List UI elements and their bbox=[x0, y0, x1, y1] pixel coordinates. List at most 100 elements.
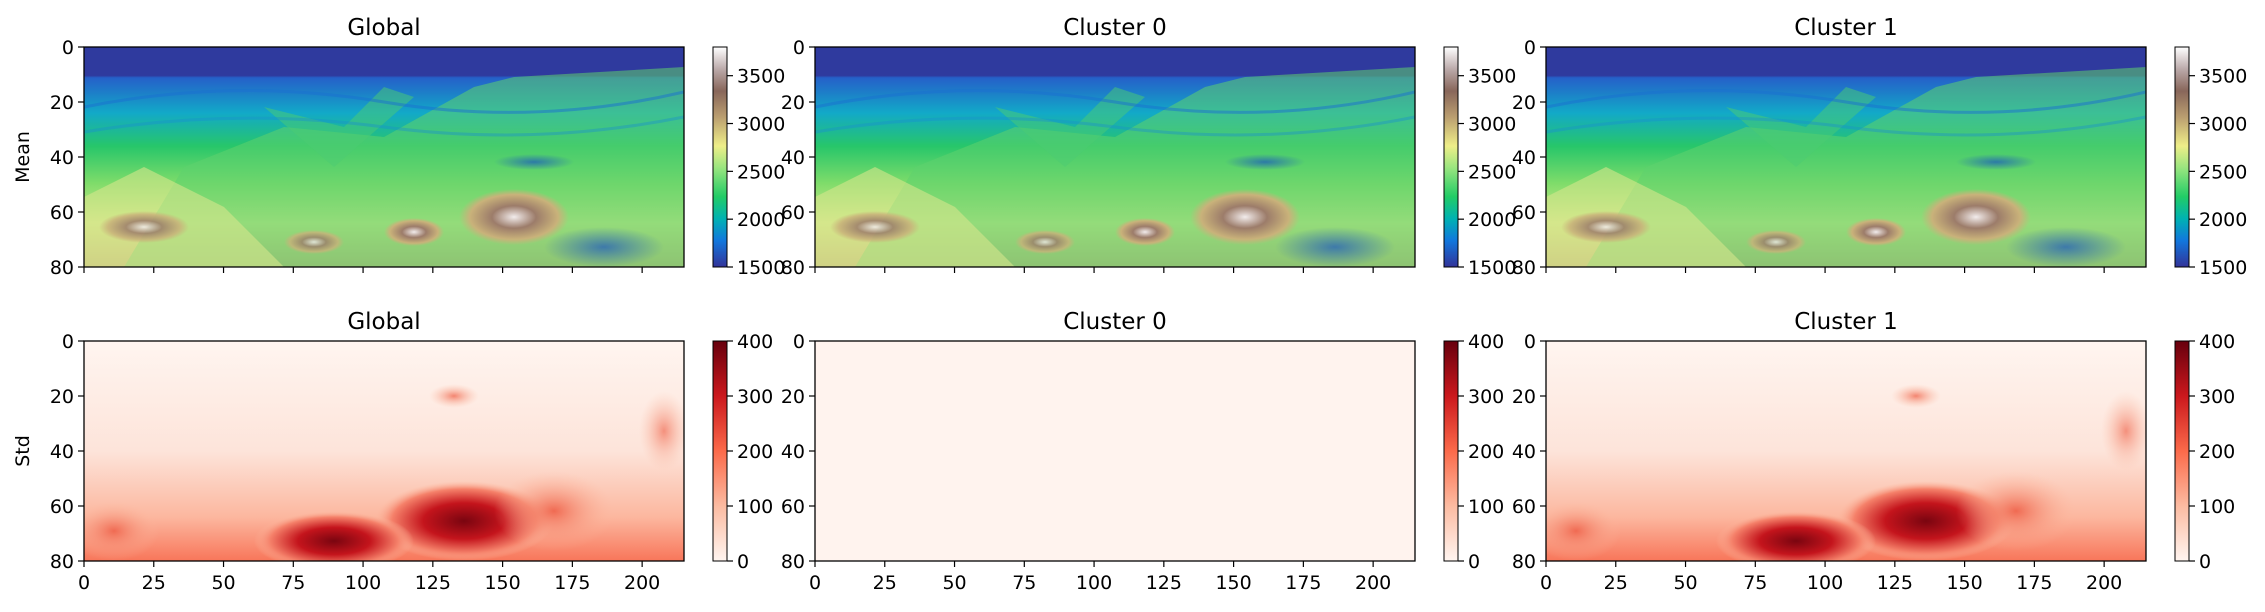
y-tick-label: 0 bbox=[1524, 37, 1536, 59]
colorbar-tick-label: 1500 bbox=[1468, 257, 1516, 279]
x-tick-label: 75 bbox=[1012, 572, 1036, 594]
x-tick-label: 75 bbox=[281, 572, 305, 594]
x-tick-label: 150 bbox=[484, 572, 520, 594]
y-tick-label: 80 bbox=[781, 257, 805, 279]
panel-title: Cluster 0 bbox=[1063, 15, 1167, 41]
x-tick-label: 100 bbox=[1076, 572, 1112, 594]
colorbar-tick-label: 3000 bbox=[2199, 114, 2247, 136]
heatmap-image bbox=[815, 47, 1415, 267]
y-tick-label: 80 bbox=[781, 551, 805, 573]
y-tick-label: 40 bbox=[781, 441, 805, 463]
colorbar-tick-label: 300 bbox=[2199, 386, 2235, 408]
panel-title: Cluster 0 bbox=[1063, 309, 1167, 335]
x-tick-label: 50 bbox=[211, 572, 235, 594]
colorbar-tick-label: 2500 bbox=[1468, 161, 1516, 183]
x-tick-label: 200 bbox=[624, 572, 660, 594]
colorbar bbox=[2174, 46, 2190, 268]
y-tick-label: 0 bbox=[62, 37, 74, 59]
colorbar-tick-label: 200 bbox=[2199, 441, 2235, 463]
y-tick-label: 40 bbox=[50, 441, 74, 463]
x-tick-label: 175 bbox=[1285, 572, 1321, 594]
panel-r0-c2: Cluster 1 0 20 40 60 80 1500 2000 2500 3000 3500 bbox=[1512, 15, 2248, 279]
colorbar-tick-label: 100 bbox=[2199, 496, 2235, 518]
x-tick-label: 50 bbox=[942, 572, 966, 594]
panel-title: Global bbox=[347, 15, 420, 41]
colorbar-tick-label: 0 bbox=[2199, 551, 2211, 573]
colorbar-tick-label: 2000 bbox=[1468, 209, 1516, 231]
y-tick-label: 20 bbox=[781, 92, 805, 114]
heatmap-image bbox=[1546, 47, 2146, 267]
y-tick-label: 20 bbox=[1512, 92, 1536, 114]
heatmap-image bbox=[84, 47, 684, 267]
y-tick-label: 20 bbox=[1512, 386, 1536, 408]
y-tick-label: 60 bbox=[50, 496, 74, 518]
colorbar bbox=[712, 340, 728, 562]
y-tick-label: 0 bbox=[62, 331, 74, 353]
colorbar bbox=[1443, 46, 1459, 268]
x-tick-label: 100 bbox=[1807, 572, 1843, 594]
colorbar-tick-label: 100 bbox=[737, 496, 773, 518]
y-tick-label: 60 bbox=[781, 202, 805, 224]
y-tick-label: 40 bbox=[50, 147, 74, 169]
colorbar-tick-label: 3000 bbox=[737, 114, 785, 136]
colorbar-tick-label: 2000 bbox=[737, 209, 785, 231]
x-tick-label: 0 bbox=[809, 572, 821, 594]
y-tick-label: 60 bbox=[1512, 202, 1536, 224]
heatmap-image bbox=[815, 341, 1415, 561]
colorbar-tick-label: 1500 bbox=[737, 257, 785, 279]
colorbar bbox=[712, 46, 728, 268]
y-tick-label: 0 bbox=[793, 37, 805, 59]
x-tick-label: 0 bbox=[1540, 572, 1552, 594]
x-tick-label: 25 bbox=[142, 572, 166, 594]
y-tick-label: 60 bbox=[781, 496, 805, 518]
y-tick-label: 40 bbox=[781, 147, 805, 169]
row-ylabel: Mean bbox=[12, 131, 34, 183]
y-tick-label: 20 bbox=[781, 386, 805, 408]
x-tick-label: 175 bbox=[554, 572, 590, 594]
y-tick-label: 0 bbox=[793, 331, 805, 353]
y-tick-label: 60 bbox=[50, 202, 74, 224]
colorbar-tick-label: 200 bbox=[737, 441, 773, 463]
colorbar-tick-label: 0 bbox=[737, 551, 749, 573]
panel-title: Cluster 1 bbox=[1794, 309, 1898, 335]
heatmap-image bbox=[1546, 341, 2146, 561]
x-tick-label: 200 bbox=[2086, 572, 2122, 594]
x-tick-label: 125 bbox=[1877, 572, 1913, 594]
y-tick-label: 80 bbox=[1512, 551, 1536, 573]
colorbar-tick-label: 2500 bbox=[737, 161, 785, 183]
x-tick-label: 150 bbox=[1946, 572, 1982, 594]
y-tick-label: 40 bbox=[1512, 147, 1536, 169]
colorbar-tick-label: 2000 bbox=[2199, 209, 2247, 231]
colorbar bbox=[2174, 340, 2190, 562]
x-tick-label: 150 bbox=[1215, 572, 1251, 594]
panel-title: Cluster 1 bbox=[1794, 15, 1898, 41]
colorbar-tick-label: 400 bbox=[2199, 331, 2235, 353]
y-tick-label: 80 bbox=[50, 551, 74, 573]
x-tick-label: 25 bbox=[873, 572, 897, 594]
y-tick-label: 80 bbox=[1512, 257, 1536, 279]
x-tick-label: 125 bbox=[415, 572, 451, 594]
colorbar-tick-label: 3500 bbox=[1468, 66, 1516, 88]
colorbar-tick-label: 3000 bbox=[1468, 114, 1516, 136]
heatmap-image bbox=[84, 341, 684, 561]
panel-r0-c1: Cluster 0 0 20 40 60 80 1500 2000 2500 3000 3500 bbox=[781, 15, 1517, 279]
colorbar bbox=[1443, 340, 1459, 562]
colorbar-tick-label: 2500 bbox=[2199, 161, 2247, 183]
y-tick-label: 20 bbox=[50, 386, 74, 408]
panel-title: Global bbox=[347, 309, 420, 335]
y-tick-label: 20 bbox=[50, 92, 74, 114]
panel-r0-c0: Global 0 20 40 60 80 1500 2000 2500 3000 3500 bbox=[50, 15, 786, 279]
x-tick-label: 200 bbox=[1355, 572, 1391, 594]
colorbar-tick-label: 3500 bbox=[737, 66, 785, 88]
x-tick-label: 125 bbox=[1146, 572, 1182, 594]
x-tick-label: 100 bbox=[345, 572, 381, 594]
x-tick-label: 0 bbox=[78, 572, 90, 594]
y-tick-label: 60 bbox=[1512, 496, 1536, 518]
colorbar-tick-label: 0 bbox=[1468, 551, 1480, 573]
colorbar-tick-label: 3500 bbox=[2199, 66, 2247, 88]
y-tick-label: 0 bbox=[1524, 331, 1536, 353]
